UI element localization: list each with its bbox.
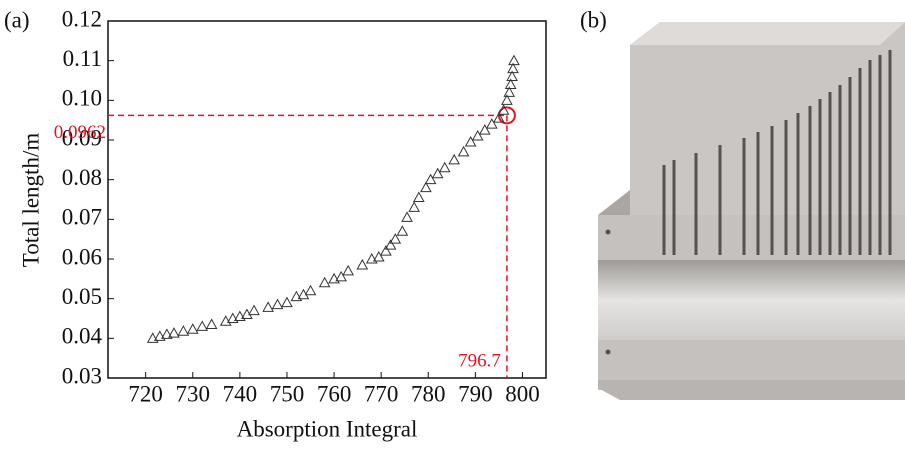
point <box>509 56 519 65</box>
x-tick-label: 720 <box>128 381 163 406</box>
highlight-y-label: 0.0962 <box>54 122 106 143</box>
x-tick-label: 750 <box>270 381 305 406</box>
point <box>320 278 330 287</box>
point <box>197 321 207 330</box>
panel-label: (a) <box>4 7 30 32</box>
point <box>397 226 407 235</box>
point <box>306 286 316 295</box>
device-render <box>598 22 905 400</box>
y-tick-label: 0.08 <box>62 165 102 190</box>
panel-label: (b) <box>580 7 607 32</box>
point <box>357 260 367 269</box>
point <box>409 202 419 211</box>
x-tick-label: 740 <box>223 381 258 406</box>
x-tick-label: 790 <box>458 381 493 406</box>
x-tick-label: 760 <box>317 381 352 406</box>
y-tick-label: 0.03 <box>62 363 102 388</box>
point <box>263 302 273 311</box>
y-tick-label: 0.11 <box>63 46 102 71</box>
point <box>449 155 459 164</box>
x-tick-label: 800 <box>505 381 540 406</box>
point <box>188 324 198 333</box>
x-tick-label: 780 <box>411 381 446 406</box>
point <box>249 306 259 315</box>
figure: (a) (b) Absorption Integral Total length… <box>0 0 905 444</box>
point <box>343 266 353 275</box>
point <box>282 298 292 307</box>
y-tick-label: 0.10 <box>62 86 102 111</box>
highlight-x-label: 796.7 <box>458 350 501 371</box>
x-tick-label: 730 <box>176 381 211 406</box>
y-axis-title: Total length/m <box>18 133 43 268</box>
point <box>459 147 469 156</box>
point <box>381 246 391 255</box>
y-tick-label: 0.04 <box>62 324 103 349</box>
point <box>440 163 450 172</box>
x-tick-label: 770 <box>364 381 399 406</box>
y-tick-label: 0.06 <box>62 244 102 269</box>
y-tick-label: 0.05 <box>62 284 102 309</box>
point <box>207 319 217 328</box>
point <box>402 212 412 221</box>
point <box>273 300 283 309</box>
plot-frame <box>108 21 546 378</box>
y-tick-label: 0.12 <box>62 6 102 31</box>
x-axis-title: Absorption Integral <box>237 416 418 441</box>
y-tick-label: 0.07 <box>62 205 102 230</box>
point <box>414 193 424 202</box>
point <box>178 326 188 335</box>
